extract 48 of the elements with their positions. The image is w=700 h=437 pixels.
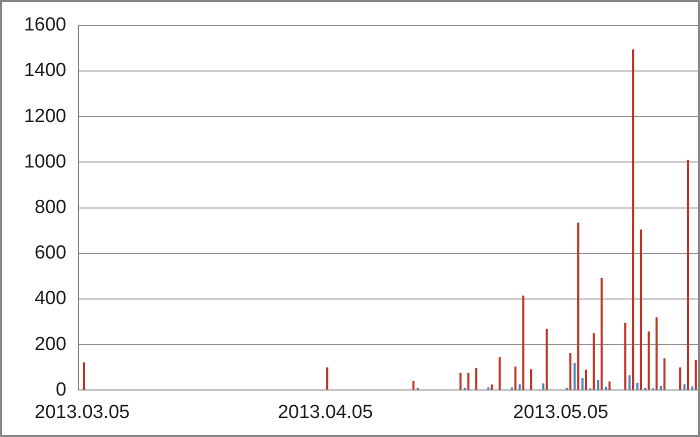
bar [597,380,600,390]
y-tick-label: 1000 [24,151,66,172]
y-tick-label: 200 [34,334,66,355]
bar [487,387,490,390]
bar [632,49,634,390]
x-tick-label: 2013.05.05 [513,402,608,423]
bar [518,384,521,390]
bar [530,369,532,390]
bar [542,383,544,390]
x-tick-label: 2013.04.05 [278,402,373,423]
bar [546,328,548,390]
y-tick-label: 600 [34,242,66,264]
bar [660,386,662,390]
bar [663,358,666,390]
y-tick-label: 1400 [24,60,66,82]
bar [584,370,588,390]
bar [475,368,478,390]
bar [648,331,650,390]
bar [656,317,658,390]
bar [628,375,631,390]
bar [679,367,682,390]
bar [326,367,328,390]
bar [686,160,690,390]
bar [574,362,576,390]
bar [640,229,642,390]
bar [490,384,493,390]
y-tick-label: 800 [34,197,66,218]
bar [624,322,626,390]
bar [592,333,595,390]
bar [694,360,697,390]
bar [514,366,516,390]
bar [569,353,572,390]
y-tick-label: 1600 [24,14,66,36]
bar [577,222,580,390]
x-tick-label: 2013.03.05 [34,402,130,423]
bar [608,382,611,390]
y-tick-label: 400 [34,288,66,310]
bar [522,296,524,390]
bar [636,382,638,390]
y-tick-label: 1200 [24,106,66,127]
bar [412,381,414,390]
bar [82,362,86,390]
bar [600,278,603,390]
bar [498,357,501,390]
bar [581,378,584,390]
y-tick-label: 0 [56,379,66,400]
bar [467,372,470,390]
bar [459,372,462,390]
